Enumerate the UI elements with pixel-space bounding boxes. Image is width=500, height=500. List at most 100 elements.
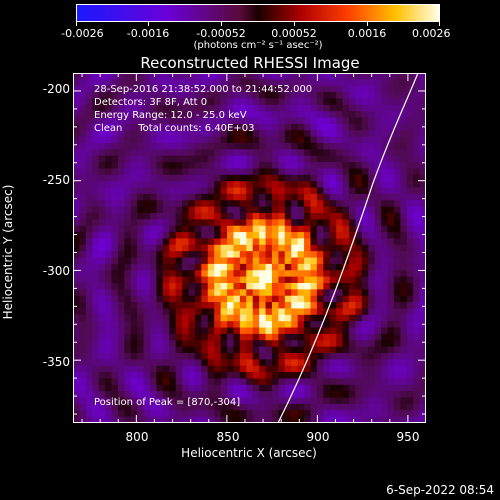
image-pixel: [201, 283, 209, 290]
image-pixel: [143, 327, 151, 335]
image-pixel: [73, 206, 80, 214]
image-pixel: [348, 206, 356, 214]
image-pixel: [329, 232, 337, 239]
image-pixel: [278, 263, 286, 271]
image-pixel: [329, 346, 337, 354]
image-pixel: [393, 225, 401, 233]
image-pixel: [291, 340, 299, 348]
image-pixel: [150, 155, 157, 163]
image-pixel: [239, 174, 247, 182]
image-pixel: [143, 162, 151, 169]
image-pixel: [214, 270, 222, 278]
image-pixel: [361, 263, 369, 271]
image-pixel: [169, 85, 177, 93]
image-pixel: [284, 104, 292, 112]
image-pixel: [400, 123, 408, 131]
image-pixel: [323, 365, 331, 373]
image-pixel: [406, 270, 414, 278]
image-pixel: [413, 289, 421, 297]
image-pixel: [246, 85, 254, 93]
image-pixel: [393, 283, 401, 290]
image-pixel: [316, 327, 324, 335]
image-pixel: [368, 263, 376, 271]
image-pixel: [85, 321, 93, 329]
image-pixel: [297, 111, 305, 119]
image-pixel: [73, 295, 80, 303]
image-pixel: [419, 365, 426, 373]
image-pixel: [188, 98, 196, 106]
image-pixel: [400, 200, 408, 208]
image-pixel: [387, 213, 395, 220]
image-pixel: [278, 295, 286, 303]
image-pixel: [117, 391, 125, 399]
image-pixel: [233, 276, 241, 284]
image-pixel: [342, 289, 350, 297]
image-pixel: [284, 193, 292, 201]
image-pixel: [220, 143, 228, 150]
image-pixel: [252, 403, 260, 411]
image-pixel: [246, 187, 254, 195]
image-pixel: [182, 206, 190, 214]
image-pixel: [304, 244, 311, 252]
image-pixel: [239, 372, 247, 379]
image-pixel: [361, 193, 369, 201]
image-pixel: [271, 244, 279, 252]
image-pixel: [85, 257, 93, 265]
image-pixel: [419, 143, 426, 150]
image-pixel: [374, 263, 382, 271]
image-pixel: [227, 263, 234, 271]
image-pixel: [220, 359, 228, 367]
image-pixel: [259, 302, 267, 309]
image-pixel: [304, 117, 311, 125]
image-pixel: [246, 206, 254, 214]
image-pixel: [117, 327, 125, 335]
image-pixel: [111, 353, 119, 360]
image-pixel: [162, 123, 170, 131]
image-pixel: [98, 391, 106, 399]
image-pixel: [284, 85, 292, 93]
image-pixel: [85, 391, 93, 399]
image-pixel: [355, 187, 363, 195]
image-pixel: [150, 403, 157, 411]
image-pixel: [188, 340, 196, 348]
image-pixel: [156, 289, 164, 297]
image-pixel: [323, 187, 331, 195]
image-pixel: [98, 314, 106, 322]
image-pixel: [278, 346, 286, 354]
image-pixel: [169, 333, 177, 341]
image-pixel: [259, 143, 267, 150]
image-pixel: [182, 73, 190, 80]
image-pixel: [175, 397, 183, 405]
image-pixel: [342, 333, 350, 341]
image-pixel: [291, 73, 299, 80]
image-pixel: [413, 155, 421, 163]
image-pixel: [297, 162, 305, 169]
image-pixel: [233, 397, 241, 405]
image-pixel: [413, 232, 421, 239]
image-pixel: [291, 263, 299, 271]
image-pixel: [271, 168, 279, 176]
image-pixel: [336, 321, 344, 329]
image-pixel: [124, 372, 132, 379]
image-pixel: [284, 308, 292, 316]
image-pixel: [348, 365, 356, 373]
image-pixel: [150, 193, 157, 201]
image-pixel: [361, 98, 369, 106]
image-pixel: [201, 289, 209, 297]
image-pixel: [188, 283, 196, 290]
image-pixel: [175, 365, 183, 373]
image-pixel: [259, 174, 267, 182]
image-pixel: [194, 308, 202, 316]
image-pixel: [79, 79, 87, 87]
image-pixel: [169, 397, 177, 405]
image-pixel: [239, 136, 247, 144]
image-pixel: [150, 117, 157, 125]
image-pixel: [304, 410, 311, 418]
image-pixel: [316, 162, 324, 169]
image-pixel: [85, 276, 93, 284]
image-pixel: [259, 168, 267, 176]
image-pixel: [143, 257, 151, 265]
image-pixel: [310, 384, 318, 392]
image-pixel: [73, 263, 80, 271]
image-pixel: [291, 143, 299, 150]
